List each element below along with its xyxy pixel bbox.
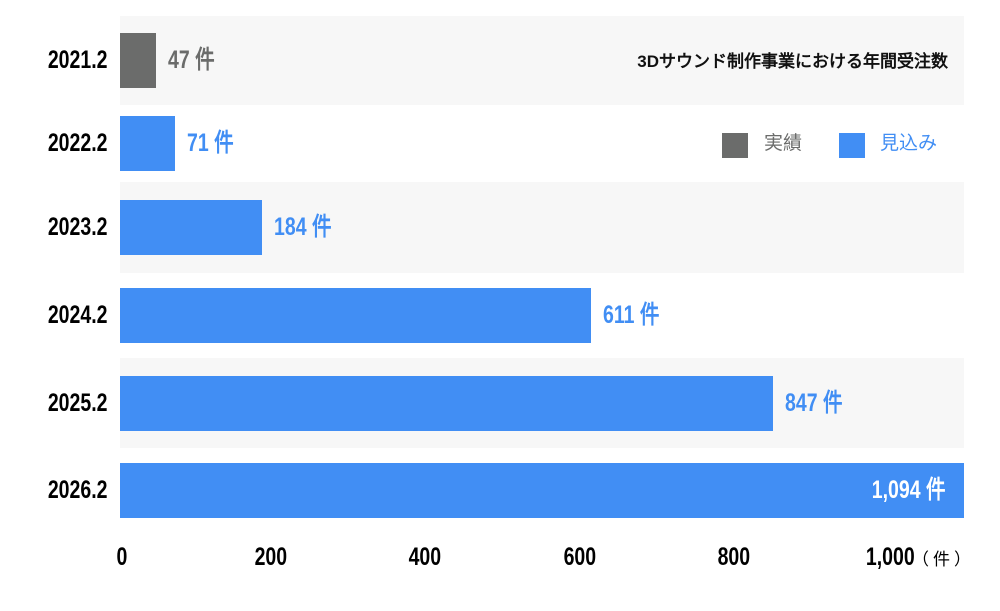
row-band <box>120 16 964 105</box>
value-label: 184 件 <box>273 213 332 241</box>
category-label: 2024.2 <box>47 301 107 329</box>
bar-2024.2 <box>120 288 592 343</box>
value-label: 1,094 件 <box>872 476 946 504</box>
value-label: 71 件 <box>186 129 234 157</box>
bar-2021.2 <box>120 33 157 88</box>
value-label: 847 件 <box>785 389 843 417</box>
legend-swatch-forecast <box>839 133 865 158</box>
x-tick-label: 800 <box>717 543 751 571</box>
x-axis-unit: （件） <box>912 550 975 569</box>
category-label: 2025.2 <box>47 389 107 417</box>
category-label: 2026.2 <box>47 476 107 504</box>
value-label: 611 件 <box>603 301 660 329</box>
x-tick-label: 600 <box>563 543 596 571</box>
x-tick-label: 400 <box>408 543 442 571</box>
legend-label-forecast: 見込み <box>880 133 938 154</box>
category-label: 2021.2 <box>47 46 107 74</box>
bar-2022.2 <box>120 116 175 171</box>
x-tick-label: 200 <box>254 543 288 571</box>
legend-swatch-actual <box>722 133 748 158</box>
category-label: 2023.2 <box>47 213 107 241</box>
x-tick-label: 0 <box>116 543 127 571</box>
bar-2026.2 <box>120 463 964 518</box>
value-label: 47 件 <box>168 46 215 74</box>
legend-label-actual: 実績 <box>764 133 803 154</box>
bar-2023.2 <box>120 200 262 255</box>
category-label: 2022.2 <box>47 129 107 157</box>
bar-2025.2 <box>120 376 774 431</box>
chart-title: 3Dサウンド制作事業における年間受注数 <box>637 52 948 71</box>
x-tick-label: 1,000 <box>865 543 915 571</box>
row-band <box>120 105 964 182</box>
